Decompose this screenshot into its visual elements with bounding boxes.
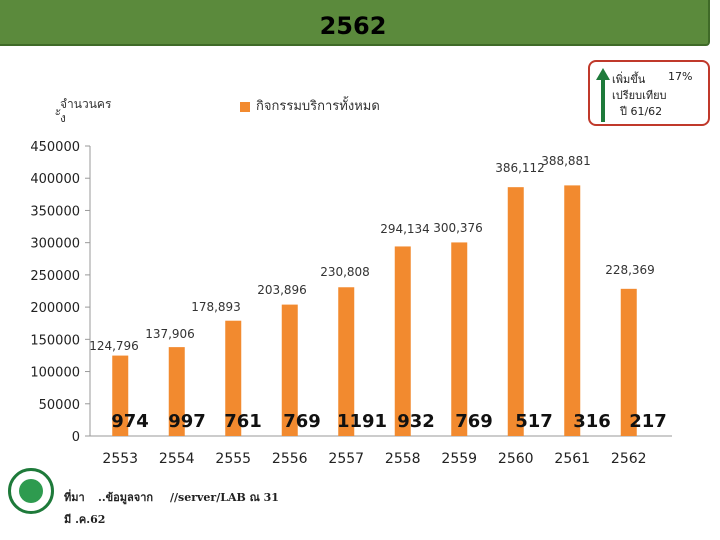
count-label: 761 (224, 411, 262, 432)
y-tick-label: 350000 (30, 204, 80, 219)
count-label: 316 (573, 411, 611, 432)
count-label: 997 (168, 411, 206, 432)
footer-source-b: ..ข้อมูลจาก (98, 491, 154, 504)
y-tick-label: 250000 (30, 269, 80, 284)
x-tick-label: 2561 (554, 451, 590, 467)
x-tick-label: 2557 (328, 451, 364, 467)
bar (620, 288, 637, 436)
footer-date: มี .ค.62 (64, 513, 106, 526)
data-label: 203,896 (257, 283, 307, 297)
data-label: 137,906 (145, 327, 195, 341)
y-tick-label: 150000 (30, 333, 80, 348)
ministry-logo (8, 468, 54, 514)
y-tick-label: 0 (72, 430, 80, 445)
title-banner: จำนวนกิจกรรมบริการฝากขันสัตว์ ปีงบ 2553 … (0, 0, 710, 46)
data-label: 124,796 (89, 339, 139, 353)
x-tick-label: 2553 (102, 451, 138, 467)
legend-label: กิจกรรมบริการทั้งหมด (256, 99, 380, 114)
bar (338, 287, 355, 436)
footer-source-a: ที่มา (64, 491, 85, 504)
legend-swatch (240, 101, 250, 112)
count-label: 517 (515, 411, 553, 432)
logo-emblem (19, 479, 43, 503)
y-tick-label: 100000 (30, 366, 80, 381)
y-axis-label: จำนวนคร ั้ง (60, 97, 112, 125)
data-label: 178,893 (191, 300, 241, 314)
x-tick-label: 2560 (498, 451, 534, 467)
x-tick-label: 2554 (159, 451, 195, 467)
data-label: 388,881 (541, 154, 591, 168)
bar (281, 304, 298, 436)
count-label: 769 (283, 411, 321, 432)
y-tick-label: 50000 (39, 398, 80, 413)
count-label: 769 (455, 411, 493, 432)
x-tick-label: 2559 (441, 451, 477, 467)
chart-legend: กิจกรรมบริการทั้งหมด (240, 95, 380, 116)
title-top-right: ปีงบ 2553 (563, 0, 690, 11)
data-label: 386,112 (495, 161, 545, 175)
y-tick-label: 200000 (30, 301, 80, 316)
y-tick-label: 400000 (30, 172, 80, 187)
data-label: 230,808 (320, 265, 370, 279)
up-arrow-icon (596, 68, 610, 122)
y-tick-label: 300000 (30, 237, 80, 252)
bar (225, 320, 242, 436)
page-title: 2562 (319, 12, 387, 40)
count-label: 932 (397, 411, 435, 432)
x-tick-label: 2556 (272, 451, 308, 467)
count-label: 217 (629, 411, 667, 432)
data-label: 228,369 (605, 263, 655, 277)
note-line3: ปี 61/62 (620, 105, 663, 118)
count-label: 974 (111, 411, 149, 432)
x-tick-label: 2562 (611, 451, 647, 467)
bar (394, 246, 411, 436)
y-tick-label: 450000 (30, 140, 80, 155)
note-line1-right: 17% (668, 70, 693, 83)
data-label: 294,134 (380, 222, 430, 236)
count-label: 1191 (337, 411, 387, 432)
bar (564, 185, 581, 436)
bar (507, 187, 524, 436)
increase-note: เพิ่มขึ้น 17% เปรียบเทียบ ปี 61/62 (588, 60, 710, 126)
bar (112, 355, 129, 436)
x-tick-label: 2558 (385, 451, 421, 467)
footer-source-c: //server/LAB ณ 31 (170, 491, 279, 504)
note-line1-left: เพิ่มขึ้น (612, 73, 646, 86)
x-tick-label: 2555 (215, 451, 251, 467)
title-top-left: จำนวนกิจกรรมบริการฝากขันสัตว์ (22, 0, 397, 11)
note-line2: เปรียบเทียบ (612, 89, 667, 102)
bar (168, 347, 185, 436)
bar (451, 242, 468, 436)
data-label: 300,376 (433, 221, 483, 235)
